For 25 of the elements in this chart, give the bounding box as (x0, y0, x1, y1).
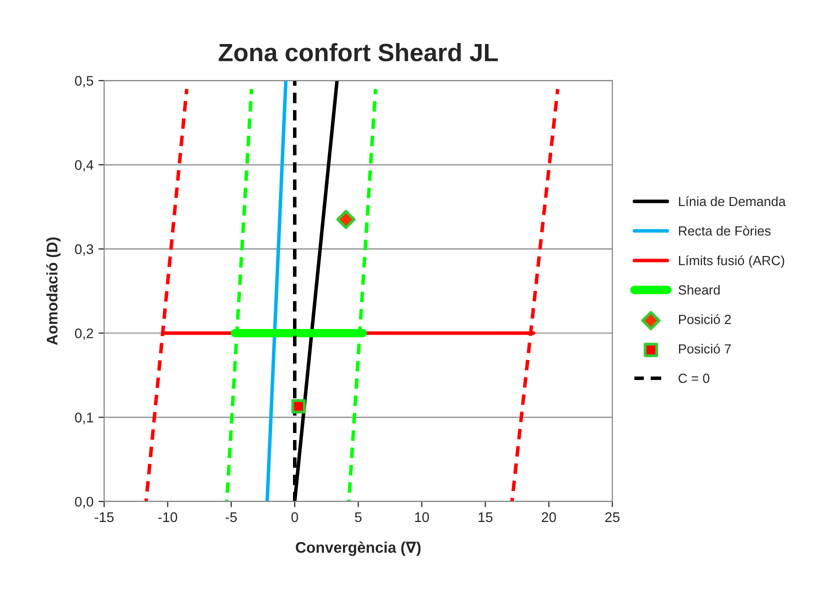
x-tick-label: -5 (226, 512, 237, 522)
chart-title: Zona confort Sheard JL (218, 43, 498, 62)
x-tick-label: -15 (94, 512, 114, 522)
legend-label: Posició 7 (679, 344, 731, 354)
x-tick-label: 25 (605, 512, 620, 522)
legend-label: Posició 2 (679, 314, 731, 324)
y-tick-label: 0,3 (74, 244, 94, 256)
y-tick-label: 0,2 (74, 328, 94, 340)
legend-label: Sheard (678, 284, 720, 295)
y-axis-title: Aomodació (D) (46, 237, 61, 345)
y-tick-label: 0,1 (74, 412, 94, 424)
x-axis-title: Convergència (∇) (296, 542, 421, 556)
legend-label: Línia de Demanda (679, 196, 786, 206)
x-tick-label: 20 (542, 512, 556, 522)
x-tick-label: 10 (415, 512, 429, 522)
y-tick-label: 0,0 (74, 496, 94, 508)
legend-label: C = 0 (678, 374, 710, 384)
legend-label: Límits fusió (ARC) (679, 255, 784, 268)
x-tick-label: 15 (478, 512, 492, 522)
y-tick-label: 0,5 (74, 76, 94, 88)
x-tick-label: 5 (354, 512, 362, 522)
y-tick-label: 0,4 (74, 160, 94, 172)
legend-label: Recta de Fòries (679, 226, 771, 236)
x-tick-label: -10 (158, 512, 178, 522)
x-tick-label: 0 (291, 512, 298, 522)
